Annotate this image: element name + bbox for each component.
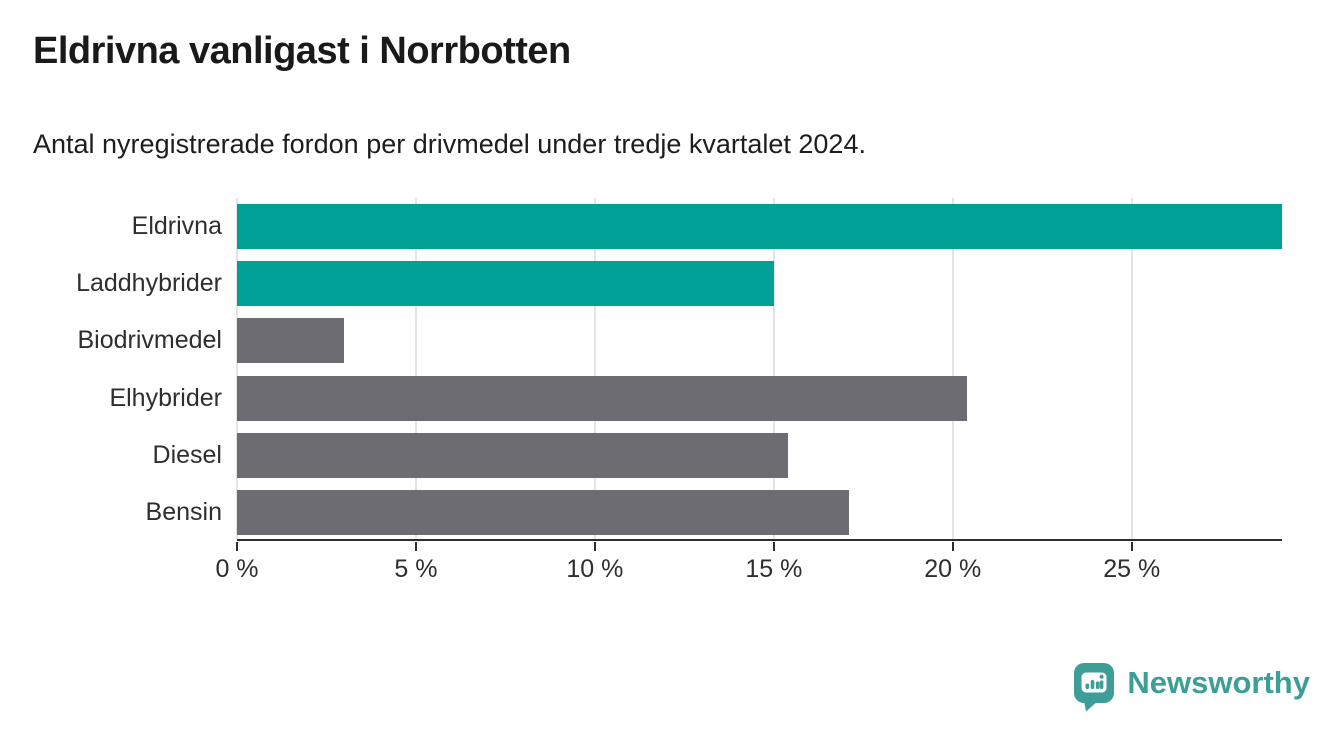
gridline <box>772 198 775 539</box>
gridline <box>951 198 954 539</box>
bar-elhybrider <box>237 376 968 421</box>
category-label: Laddhybrider <box>76 269 222 297</box>
gridline <box>593 198 596 539</box>
gridline <box>414 198 417 539</box>
x-tick-mark <box>236 542 238 551</box>
x-tick-label: 25 % <box>1103 555 1161 583</box>
x-tick-mark <box>593 542 596 551</box>
category-label: Diesel <box>152 441 222 469</box>
x-tick-mark <box>951 542 954 551</box>
bar-diesel <box>237 433 789 478</box>
plot-area <box>236 198 1282 541</box>
brand-footer: Newsworthy <box>1073 662 1310 712</box>
newsworthy-marker-bar-chart-icon <box>1074 663 1115 712</box>
x-axis: 0 % 5 % 10 % 15 % 20 % 25 % <box>215 541 1282 591</box>
x-tick-mark <box>772 542 775 551</box>
x-tick-mark <box>1130 542 1133 551</box>
x-tick-label: 15 % <box>745 555 803 583</box>
x-tick-label: 5 % <box>394 555 438 583</box>
gridline <box>236 198 238 539</box>
category-label: Biodrivmedel <box>77 326 222 354</box>
x-tick-label: 0 % <box>215 555 259 583</box>
x-tick-label: 20 % <box>924 555 982 583</box>
x-tick-label: 10 % <box>566 555 624 583</box>
x-tick-mark <box>414 542 417 551</box>
brand-name: Newsworthy <box>1127 665 1310 700</box>
category-label: Bensin <box>145 498 222 526</box>
gridline <box>1130 198 1133 539</box>
category-label: Elhybrider <box>109 384 222 412</box>
bar-laddhybrider <box>237 261 774 306</box>
chart-title: Eldrivna vanligast i Norrbotten <box>33 30 571 72</box>
bar-bensin <box>237 490 849 535</box>
category-axis-labels: Eldrivna Laddhybrider Biodrivmedel Elhybrid… <box>0 198 222 541</box>
chart-subtitle: Antal nyregistrerade fordon per drivmede… <box>33 129 866 159</box>
bar-eldrivna <box>237 204 1282 249</box>
bar-biodrivmedel <box>237 318 345 363</box>
category-label: Eldrivna <box>131 212 222 240</box>
